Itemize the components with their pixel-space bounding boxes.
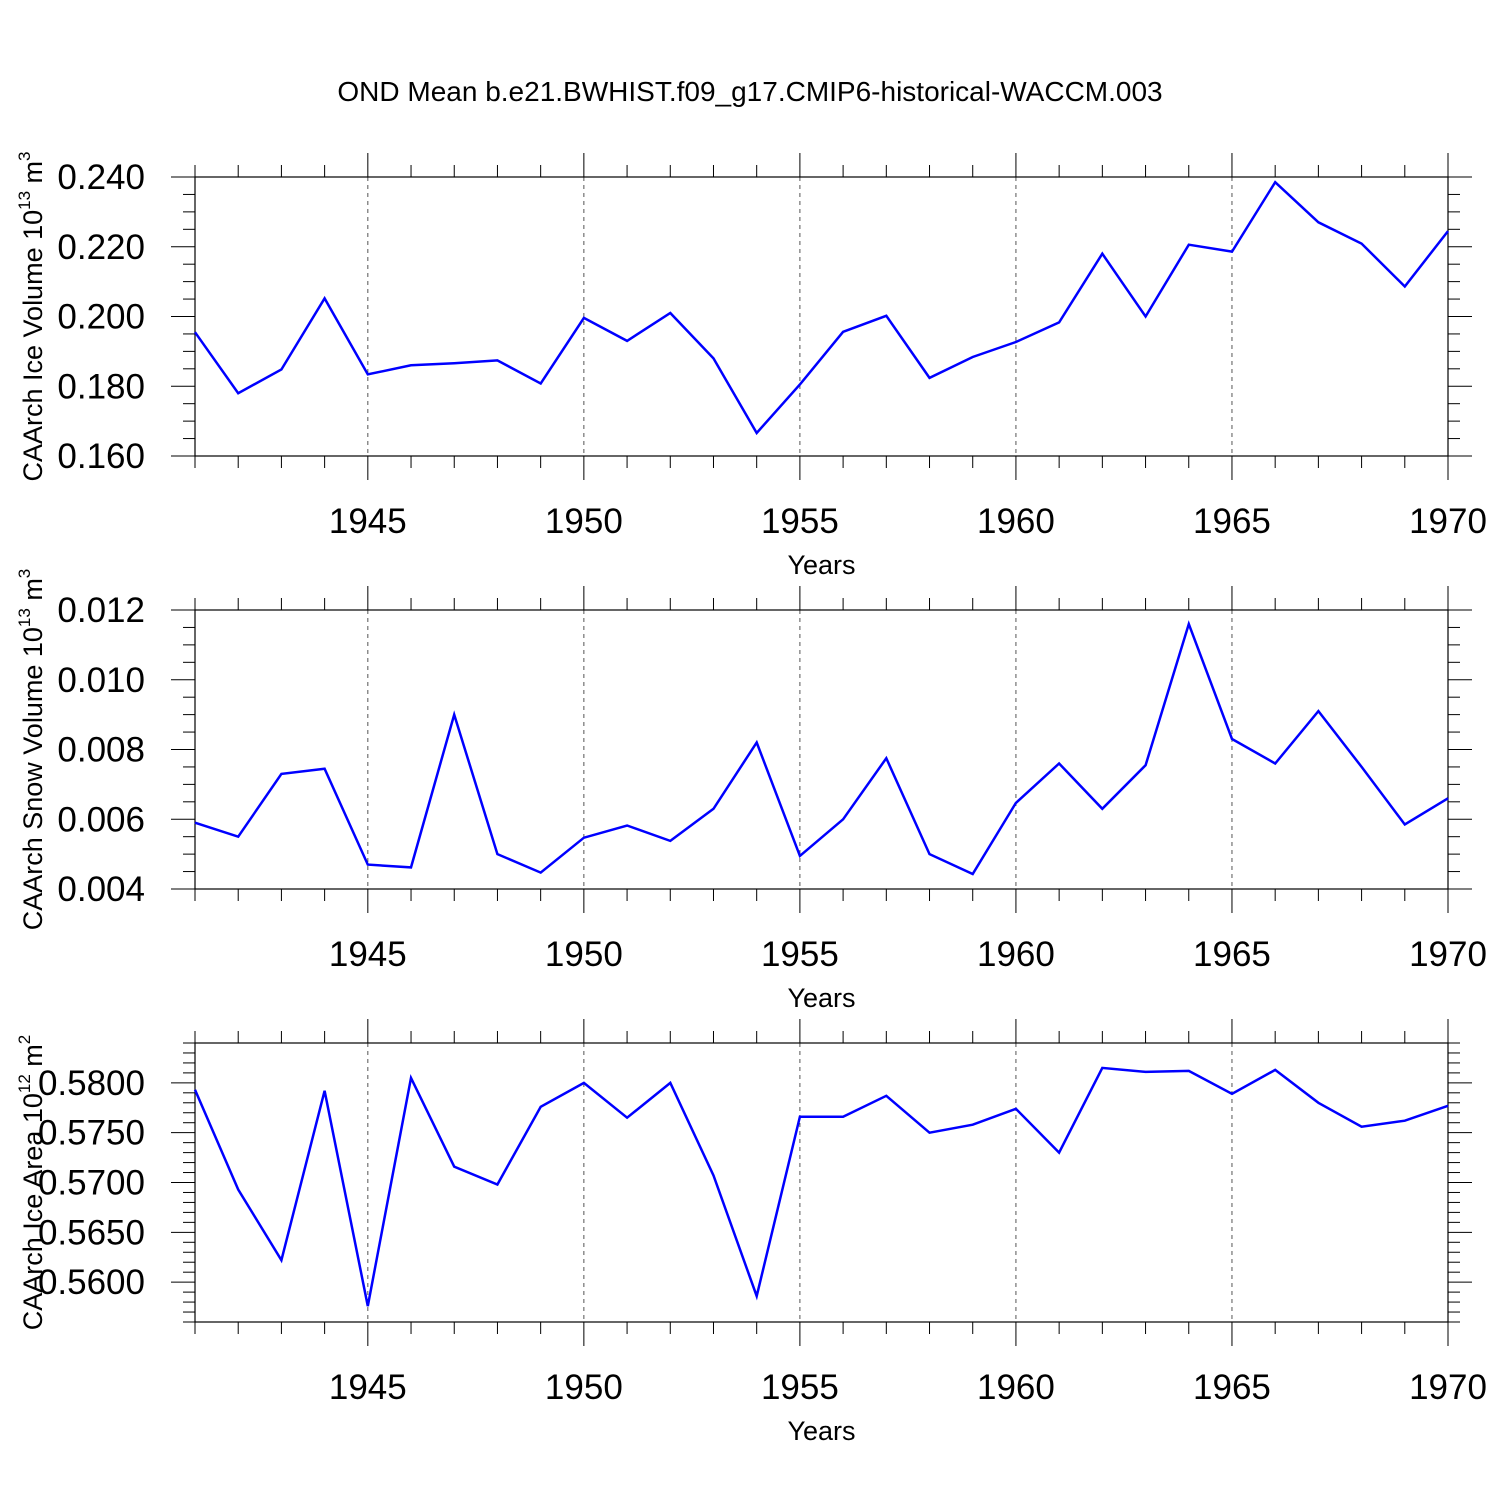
x-tick-label: 1955: [761, 935, 839, 974]
x-tick-label: 1970: [1409, 502, 1487, 541]
y-tick-label: 0.220: [57, 228, 145, 267]
x-tick-label: 1945: [329, 935, 407, 974]
y-tick-label: 0.5750: [38, 1114, 145, 1153]
chart-title: OND Mean b.e21.BWHIST.f09_g17.CMIP6-hist…: [337, 76, 1163, 107]
x-tick-label: 1970: [1409, 1368, 1487, 1407]
x-tick-label: 1945: [329, 1368, 407, 1407]
y-tick-label: 0.5600: [38, 1263, 145, 1302]
x-axis-title: Years: [787, 550, 855, 580]
y-tick-label: 0.5800: [38, 1064, 145, 1103]
y-tick-label: 0.240: [57, 158, 145, 197]
series-line: [194, 620, 1449, 876]
x-tick-label: 1955: [761, 1368, 839, 1407]
x-tick-label: 1965: [1193, 1368, 1271, 1407]
panel-1: 0.160 0.180 0.200 0.220 0.240 1945 1950 1955 196…: [15, 151, 1487, 580]
series-line: [193, 180, 1449, 436]
y-axis-title: CAArch Ice Volume 1013 m3: [15, 151, 48, 481]
y-tick-label: 0.200: [57, 298, 145, 337]
plot-frame: [194, 176, 1449, 457]
y-tick-label: 0.012: [57, 591, 145, 630]
x-tick-label: 1950: [545, 935, 623, 974]
y-tick-label: 0.160: [57, 437, 145, 476]
x-axis-title: Years: [787, 1416, 855, 1446]
y-axis-title: CAArch Snow Volume 1013 m3: [15, 569, 48, 931]
y-tick-label: 0.180: [57, 367, 145, 406]
y-tick-label: 0.5700: [38, 1164, 145, 1203]
panel-2: 0.004 0.006 0.008 0.010 0.012 1945 1950 1955 196…: [15, 569, 1487, 1013]
y-tick-label: 0.006: [57, 800, 145, 839]
y-tick-label: 0.010: [57, 661, 145, 700]
panel-3: 0.5600 0.5650 0.5700 0.5750 0.5800 1945 1950 19…: [15, 1019, 1487, 1446]
y-tick-label: 0.5650: [38, 1213, 145, 1252]
x-tick-label: 1965: [1193, 502, 1271, 541]
y-tick-label: 0.004: [57, 870, 145, 909]
y-axis-title: CAArch Ice Area 1012 m2: [15, 1035, 48, 1331]
x-tick-label: 1960: [977, 1368, 1055, 1407]
x-tick-label: 1960: [977, 502, 1055, 541]
x-axis-title: Years: [787, 983, 855, 1013]
x-tick-label: 1950: [545, 1368, 623, 1407]
x-tick-label: 1965: [1193, 935, 1271, 974]
x-tick-label: 1950: [545, 502, 623, 541]
plot-frame: [194, 609, 1449, 890]
y-tick-label: 0.008: [57, 731, 145, 770]
x-tick-label: 1955: [761, 502, 839, 541]
x-tick-label: 1960: [977, 935, 1055, 974]
plot-frame: [194, 1042, 1449, 1323]
series-line: [193, 1066, 1449, 1307]
x-tick-label: 1945: [329, 502, 407, 541]
x-tick-label: 1970: [1409, 935, 1487, 974]
